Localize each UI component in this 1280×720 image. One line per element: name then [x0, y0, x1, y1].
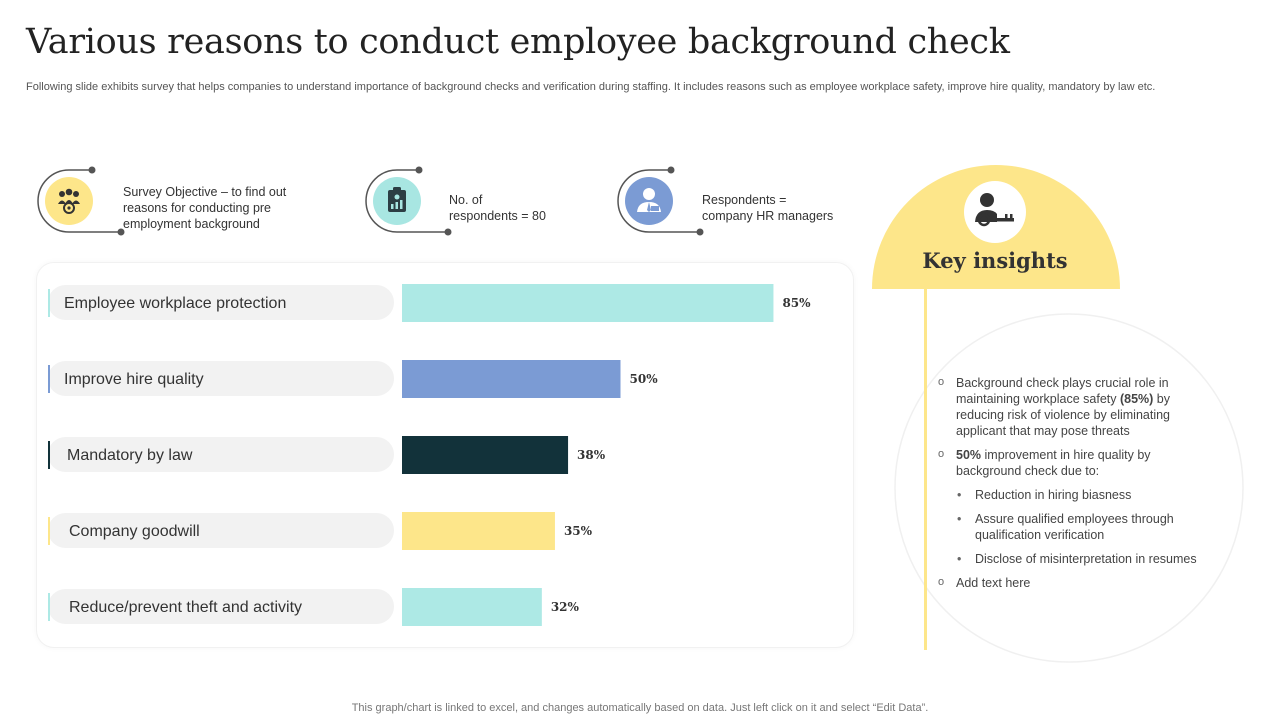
- key-insights-graphic: [872, 165, 1244, 663]
- category-accent: [48, 289, 50, 317]
- footer-note: This graph/chart is linked to excel, and…: [351, 702, 929, 714]
- category-label: Improve hire quality: [64, 371, 204, 388]
- people-gear-icon: [58, 188, 80, 214]
- category-accent: [48, 365, 50, 393]
- bar: [402, 436, 569, 474]
- manager-icon: [637, 188, 661, 212]
- page-subtitle: Following slide exhibits survey that hel…: [26, 81, 1156, 93]
- insight-item: Background check plays crucial role in m…: [938, 374, 1218, 439]
- bar-value-label: 35%: [564, 524, 593, 538]
- category-label: Employee workplace protection: [64, 295, 286, 312]
- category-pill: [48, 285, 394, 320]
- category-pill: [48, 589, 394, 624]
- respondents-type-text: Respondents = company HR managers: [702, 193, 834, 223]
- bar-value-label: 32%: [551, 600, 580, 614]
- survey-objective-text: Survey Objective – to find out reasons f…: [123, 185, 287, 231]
- person-key-icon: [975, 193, 1014, 227]
- insight-item: Add text here: [938, 574, 1218, 591]
- category-accent: [48, 517, 50, 545]
- category-accent: [48, 593, 50, 621]
- bar-value-label: 50%: [630, 372, 659, 386]
- respondents-type-badge: [614, 166, 704, 238]
- category-pill: [48, 361, 394, 396]
- insight-sub-item: Assure qualified employees through quali…: [938, 511, 1218, 543]
- key-insights-list: Background check plays crucial role in m…: [938, 374, 1218, 599]
- bar-value-label: 85%: [782, 296, 811, 310]
- bar-value-label: 38%: [577, 448, 606, 462]
- bar: [402, 360, 621, 398]
- survey-objective-badge: [34, 166, 125, 238]
- respondents-count-text: No. of respondents = 80: [449, 193, 546, 223]
- category-pill: [48, 437, 394, 472]
- bar-chart: Employee workplace protection 85% Improve …: [48, 284, 811, 626]
- category-accent: [48, 441, 50, 469]
- insight-item: 50% improvement in hire quality by backg…: [938, 446, 1218, 479]
- insight-sub-item: Reduction in hiring biasness: [938, 487, 1218, 503]
- category-pill: [48, 513, 394, 548]
- bar: [402, 284, 774, 322]
- clipboard-chart-icon: [388, 187, 406, 212]
- category-label: Reduce/prevent theft and activity: [69, 599, 302, 616]
- category-label: Company goodwill: [69, 523, 200, 540]
- insight-sub-item: Disclose of misinterpretation in resumes: [938, 551, 1218, 567]
- bar: [402, 512, 555, 550]
- bar: [402, 588, 542, 626]
- page-title: Various reasons to conduct employee back…: [26, 22, 1010, 62]
- key-insights-title: Key insights: [922, 248, 1068, 273]
- chart-panel: [36, 262, 854, 648]
- category-label: Mandatory by law: [67, 447, 193, 464]
- respondents-count-badge: [362, 166, 452, 238]
